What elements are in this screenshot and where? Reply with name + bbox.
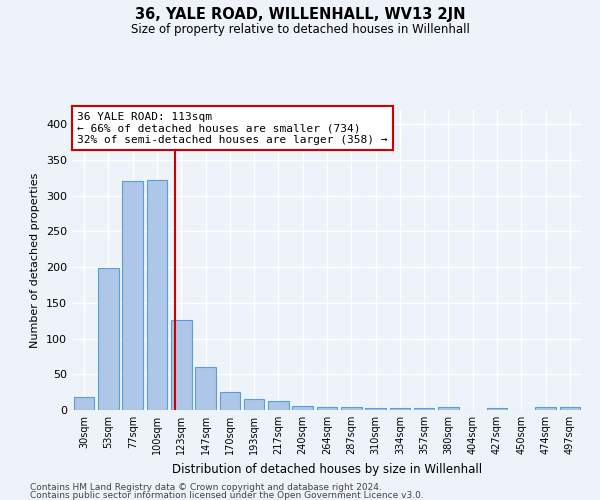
Text: Contains HM Land Registry data © Crown copyright and database right 2024.: Contains HM Land Registry data © Crown c… xyxy=(30,482,382,492)
Bar xyxy=(171,320,191,410)
Bar xyxy=(317,407,337,410)
Bar xyxy=(365,408,386,410)
Bar xyxy=(438,407,459,410)
Bar xyxy=(560,407,580,410)
Bar xyxy=(487,408,508,410)
Text: Contains public sector information licensed under the Open Government Licence v3: Contains public sector information licen… xyxy=(30,491,424,500)
Bar xyxy=(389,408,410,410)
Bar xyxy=(341,407,362,410)
Bar xyxy=(268,400,289,410)
Text: 36, YALE ROAD, WILLENHALL, WV13 2JN: 36, YALE ROAD, WILLENHALL, WV13 2JN xyxy=(135,8,465,22)
X-axis label: Distribution of detached houses by size in Willenhall: Distribution of detached houses by size … xyxy=(172,462,482,475)
Bar xyxy=(535,407,556,410)
Y-axis label: Number of detached properties: Number of detached properties xyxy=(31,172,40,348)
Bar xyxy=(292,406,313,410)
Text: Size of property relative to detached houses in Willenhall: Size of property relative to detached ho… xyxy=(131,22,469,36)
Bar xyxy=(98,268,119,410)
Bar xyxy=(220,392,240,410)
Bar xyxy=(74,397,94,410)
Bar xyxy=(414,408,434,410)
Bar xyxy=(122,182,143,410)
Text: 36 YALE ROAD: 113sqm
← 66% of detached houses are smaller (734)
32% of semi-deta: 36 YALE ROAD: 113sqm ← 66% of detached h… xyxy=(77,112,388,144)
Bar xyxy=(146,180,167,410)
Bar xyxy=(244,398,265,410)
Bar xyxy=(195,367,216,410)
